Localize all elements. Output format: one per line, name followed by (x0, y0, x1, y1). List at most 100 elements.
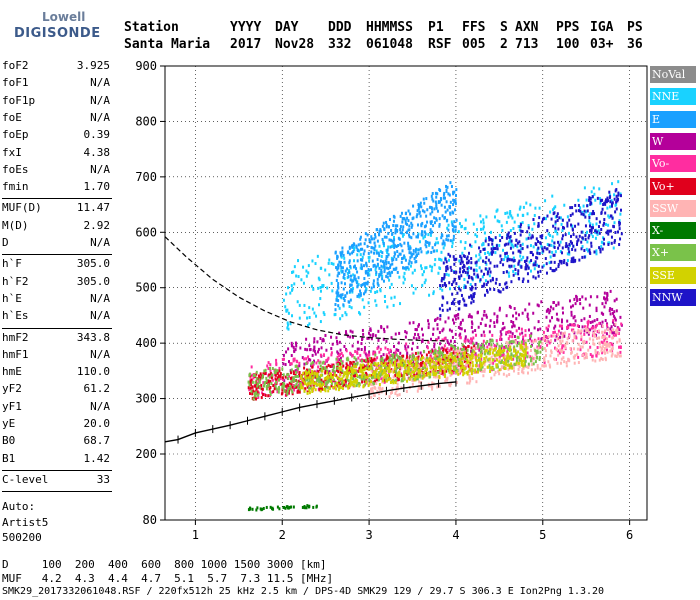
echo-point (566, 244, 569, 248)
echo-point (441, 370, 444, 374)
echo-point (443, 275, 446, 279)
param-key: yE (2, 417, 16, 430)
echo-point (444, 320, 447, 324)
echo-point (330, 353, 333, 357)
echo-point (331, 289, 334, 293)
echo-point (461, 318, 464, 322)
echo-point (439, 347, 442, 351)
echo-point (260, 387, 263, 391)
echo-point (366, 353, 369, 357)
echo-point (403, 365, 406, 369)
echo-point (482, 284, 485, 288)
echo-point (475, 263, 478, 267)
echo-point (341, 354, 344, 358)
echo-point (406, 379, 409, 383)
echo-point (519, 205, 522, 209)
echo-point (581, 345, 584, 349)
echo-point (412, 379, 415, 383)
echo-point (412, 336, 415, 340)
echo-point (596, 318, 599, 322)
echo-point (474, 282, 477, 286)
echo-point (424, 365, 427, 369)
echo-point (385, 248, 388, 252)
echo-point (349, 329, 352, 333)
echo-point (499, 338, 502, 342)
echo-point (557, 332, 560, 336)
echo-point (503, 364, 506, 368)
echo-point (517, 361, 520, 365)
echo-point (343, 282, 346, 286)
echo-point (360, 369, 363, 373)
echo-point (465, 362, 468, 366)
echo-point (608, 344, 611, 348)
echo-point (276, 369, 279, 373)
echo-point (281, 376, 284, 380)
echo-point (364, 352, 367, 356)
echo-point (416, 372, 419, 376)
echo-point (403, 370, 406, 374)
echo-point (474, 329, 477, 333)
echo-point (440, 236, 443, 240)
echo-point (433, 371, 436, 375)
echo-point (364, 271, 367, 275)
echo-point (447, 364, 450, 368)
echo-point (391, 357, 394, 361)
echo-point (434, 366, 437, 370)
echo-point (528, 333, 531, 337)
echo-point (372, 375, 375, 379)
echo-point (276, 505, 279, 509)
param-key: foF1 (2, 76, 29, 90)
echo-point (360, 359, 363, 363)
echo-point (366, 355, 369, 359)
echo-point (495, 277, 498, 281)
echo-point (330, 335, 333, 339)
echo-point (287, 373, 290, 377)
echo-point (543, 338, 546, 342)
echo-point (272, 384, 275, 388)
echo-point (486, 251, 489, 255)
echo-point (394, 350, 397, 354)
echo-point (412, 232, 415, 236)
echo-point (501, 353, 504, 357)
param-value: 11.47 (76, 201, 110, 215)
echo-point (474, 233, 477, 237)
echo-point (614, 210, 617, 214)
echo-point (255, 370, 258, 374)
echo-point (499, 353, 502, 357)
echo-point (363, 379, 366, 383)
echo-point (347, 371, 350, 375)
echo-point (313, 359, 316, 363)
echo-point (566, 221, 569, 225)
echo-point (401, 217, 404, 221)
echo-point (404, 330, 407, 334)
echo-point (290, 380, 293, 384)
echo-point (381, 369, 384, 373)
echo-point (283, 389, 286, 393)
echo-point (453, 366, 456, 370)
echo-point (368, 353, 371, 357)
echo-point (454, 357, 457, 361)
echo-point (393, 238, 396, 242)
echo-point (598, 231, 601, 235)
echo-point (380, 271, 383, 275)
echo-point (594, 329, 597, 333)
echo-point (373, 379, 376, 383)
echo-point (536, 364, 539, 368)
echo-point (432, 375, 435, 379)
echo-point (463, 348, 466, 352)
echo-point (254, 394, 257, 398)
echo-point (268, 373, 271, 377)
echo-point (410, 284, 413, 288)
echo-point (479, 256, 482, 260)
echo-point (448, 287, 451, 291)
echo-point (314, 372, 317, 376)
legend-w: W (650, 132, 696, 150)
echo-point (316, 372, 319, 376)
echo-point (533, 222, 536, 226)
echo-point (547, 360, 550, 364)
echo-point (577, 328, 580, 332)
echo-point (326, 358, 329, 362)
echo-point (558, 324, 561, 328)
echo-point (441, 351, 444, 355)
echo-point (380, 362, 383, 366)
